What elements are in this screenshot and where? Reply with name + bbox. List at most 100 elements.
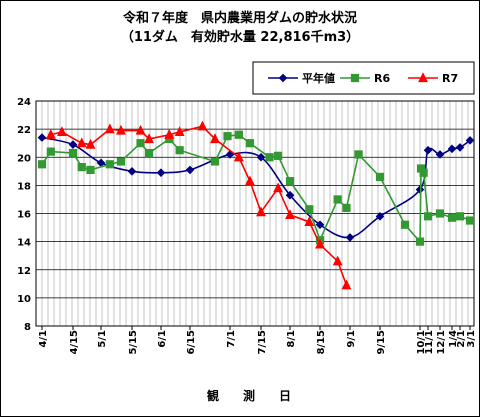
data-point [164, 129, 175, 139]
y-tick-label: 16 [17, 210, 31, 221]
x-axis: 4/1 4/15 5/1 5/15 6/1 6/15 7/1 7/15 8/1 8/15 9/1 9/… [38, 326, 477, 355]
data-point [210, 157, 220, 166]
data-point [265, 153, 274, 162]
data-point [285, 209, 295, 220]
chart-subtitle: （11ダム 有効貯水量 22,816千m3） [121, 29, 359, 45]
data-point [285, 190, 295, 200]
data-point [175, 146, 184, 155]
data-point [245, 175, 255, 186]
data-point [273, 151, 283, 160]
data-point [423, 212, 433, 221]
data-point [45, 129, 56, 139]
data-point [415, 237, 425, 246]
data-point [256, 152, 266, 162]
data-point [375, 172, 385, 182]
data-point [174, 126, 185, 137]
data-point [57, 126, 67, 137]
legend-label: R6 [374, 72, 390, 85]
x-tick-label: 5/1 [97, 330, 108, 348]
data-point [116, 157, 126, 166]
x-tick-label: 6/15 [186, 330, 197, 355]
data-point [85, 138, 96, 149]
data-point [375, 212, 385, 221]
data-point [315, 238, 325, 249]
data-point [104, 123, 115, 134]
data-point [68, 140, 78, 149]
x-tick-label: 4/1 [38, 330, 49, 348]
x-tick-label: 11/1 [424, 330, 435, 355]
data-point [245, 139, 255, 148]
data-point [333, 195, 342, 204]
x-axis-title: 観 測 日 [207, 388, 297, 403]
data-point [341, 279, 352, 290]
data-point [285, 177, 295, 186]
x-tick-label: 7/1 [226, 330, 237, 348]
data-point [210, 133, 220, 144]
x-tick-label: 2/1 [456, 330, 467, 348]
y-axis: 8 10 12 14 16 18 20 22 24 [17, 97, 31, 333]
x-tick-label: 12/1 [436, 330, 447, 355]
data-point [342, 203, 351, 212]
data-point [223, 132, 232, 141]
data-point [144, 133, 154, 144]
x-tick-label: 5/15 [128, 330, 139, 355]
legend-entry: 平年値 [268, 71, 335, 85]
series [37, 120, 475, 290]
y-tick-label: 12 [17, 266, 31, 277]
x-tick-label: 10/1 [416, 330, 427, 355]
data-point [465, 216, 475, 225]
data-point [185, 165, 195, 175]
y-tick-label: 18 [17, 181, 31, 192]
y-tick-label: 10 [17, 294, 31, 305]
y-tick-label: 20 [17, 153, 31, 164]
data-point [304, 216, 315, 227]
data-point [447, 144, 457, 154]
data-point [46, 147, 55, 156]
data-point [127, 167, 137, 176]
y-tick-label: 24 [17, 97, 31, 108]
data-point [37, 160, 47, 169]
legend-marker [278, 73, 288, 83]
data-point [455, 212, 465, 221]
data-point [135, 124, 146, 135]
data-point [234, 130, 243, 139]
data-point [37, 133, 47, 142]
data-point [447, 213, 457, 222]
x-tick-label: 6/1 [157, 330, 168, 348]
y-tick-label: 8 [24, 322, 31, 333]
legend-label: 平年値 [302, 71, 335, 85]
y-tick-label: 22 [17, 125, 31, 136]
x-tick-label: 1/4 [448, 330, 459, 348]
x-tick-label: 9/1 [346, 330, 357, 348]
data-point [354, 150, 363, 159]
data-point [455, 143, 465, 152]
data-point [68, 148, 78, 158]
x-tick-label: 8/1 [286, 330, 297, 348]
data-point [116, 124, 126, 135]
data-point [332, 255, 343, 266]
data-point [423, 145, 433, 155]
data-point [105, 160, 114, 169]
x-tick-label: 7/15 [257, 330, 268, 355]
data-point [156, 168, 166, 178]
data-point [233, 151, 244, 162]
data-point [305, 205, 314, 214]
legend: 平年値 R6 R7 [252, 61, 475, 95]
data-point [419, 168, 428, 177]
y-tick-label: 14 [17, 238, 31, 249]
data-point [315, 220, 325, 230]
data-point [197, 120, 208, 131]
data-point [77, 162, 86, 172]
legend-entry: R6 [340, 72, 390, 85]
legend-entry: R7 [408, 72, 458, 85]
x-tick-label: 8/15 [316, 330, 327, 355]
series-R7 [45, 120, 352, 290]
legend-label: R7 [442, 72, 458, 85]
data-point [86, 165, 95, 175]
series-R6 [37, 130, 475, 246]
legend-marker [350, 73, 360, 83]
data-point [144, 148, 154, 158]
data-point [76, 137, 87, 148]
